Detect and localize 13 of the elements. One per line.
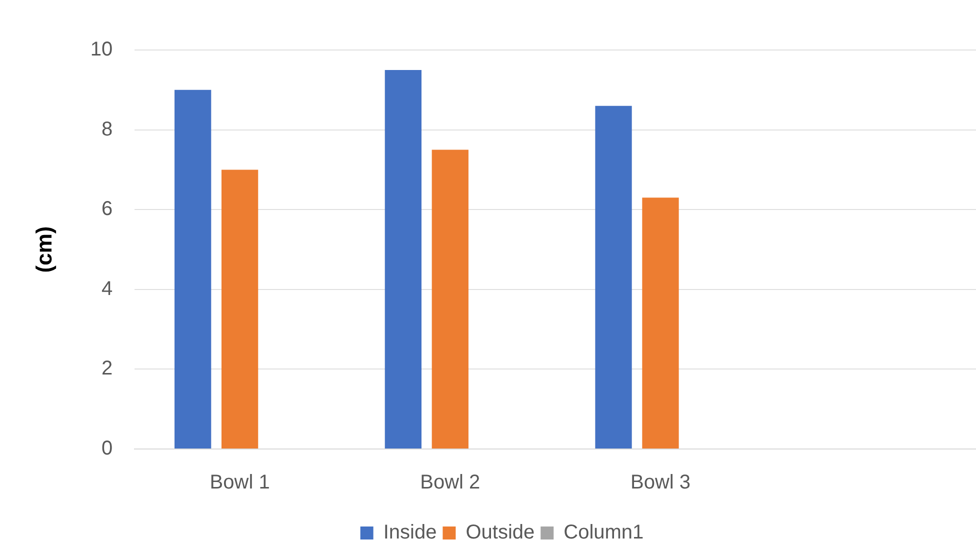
y-tick-label: 8 (102, 118, 113, 140)
x-tick-label: Bowl 2 (420, 472, 480, 494)
legend-label: Column1 (564, 522, 644, 544)
y-tick-label: 6 (102, 198, 113, 220)
x-tick-label: Bowl 3 (630, 472, 691, 494)
y-axis-title: (cm) (31, 226, 56, 273)
y-tick-label: 4 (102, 278, 113, 300)
y-tick-label: 10 (90, 38, 113, 61)
x-tick-label: Bowl 1 (210, 472, 270, 494)
legend-label: Inside (383, 522, 437, 544)
legend-label: Outside (466, 522, 535, 544)
y-tick-label: 0 (102, 438, 113, 460)
y-tick-label: 2 (102, 358, 113, 380)
